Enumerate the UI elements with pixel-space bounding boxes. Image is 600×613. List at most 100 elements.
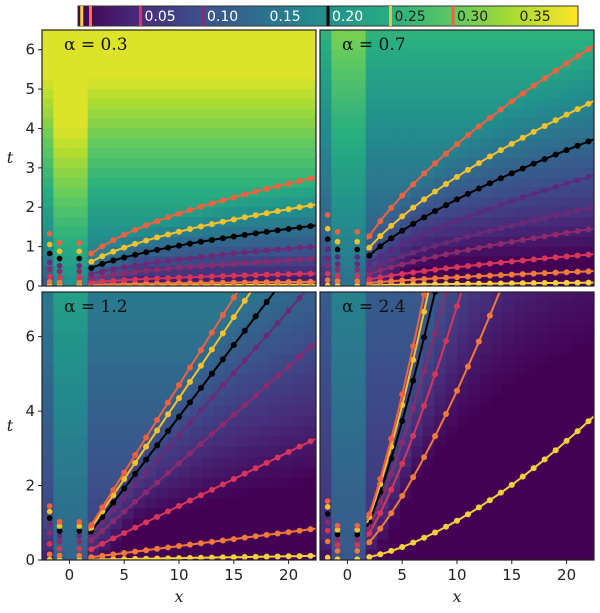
heatmap-cell [559, 236, 572, 248]
heatmap-cell [434, 518, 447, 530]
heatmap-cell [236, 374, 249, 386]
heatmap-cell [133, 353, 146, 365]
heatmap-cell [457, 207, 470, 218]
level-point [410, 539, 417, 546]
heatmap-cell [293, 343, 306, 355]
heatmap-cell [236, 333, 249, 345]
heatmap-cell [525, 118, 538, 130]
heatmap-cell [491, 98, 504, 110]
level-point [99, 253, 106, 260]
heatmap-cell [548, 343, 561, 355]
heatmap-cell [190, 158, 203, 169]
level-point [165, 265, 172, 272]
heatmap-cell [201, 197, 214, 208]
heatmap-cell [422, 167, 435, 179]
heatmap-cell [281, 246, 294, 258]
heatmap-cell [422, 508, 435, 520]
heatmap-cell [457, 98, 470, 110]
heatmap-cell [548, 187, 561, 198]
heatmap-cell [354, 364, 367, 376]
heatmap-cell [110, 108, 123, 120]
level-point [165, 444, 172, 451]
level-point [154, 442, 161, 449]
heatmap-cell [388, 312, 401, 324]
x-tick-label: 15 [224, 566, 243, 584]
heatmap-cell [281, 426, 294, 437]
level-point [475, 338, 482, 345]
heatmap-cell [144, 477, 157, 489]
heatmap-cell [76, 49, 89, 61]
level-point [56, 528, 63, 534]
heatmap-cell [190, 374, 203, 386]
heatmap-cell [53, 128, 66, 139]
level-point [399, 460, 406, 467]
heatmap-cell [320, 158, 333, 169]
heatmap-cell [99, 353, 112, 365]
heatmap-cell [144, 30, 157, 41]
heatmap-cell [110, 384, 123, 396]
heatmap-cell [110, 226, 123, 238]
level-point [252, 212, 259, 219]
level-point [354, 282, 361, 286]
level-point [519, 237, 526, 244]
heatmap-cell [320, 197, 333, 208]
heatmap-cell [270, 333, 283, 345]
heatmap-cell [258, 539, 271, 551]
heatmap-cell [422, 446, 435, 458]
heatmap-cell [224, 333, 237, 345]
heatmap-cell [247, 118, 260, 130]
heatmap-cell [514, 108, 527, 120]
heatmap-cell [64, 312, 77, 324]
heatmap-cell [365, 236, 378, 248]
heatmap-cell [236, 197, 249, 208]
heatmap-cell [42, 333, 55, 345]
level-point [154, 275, 161, 282]
heatmap-cell [247, 446, 260, 458]
heatmap-cell [445, 246, 458, 258]
level-point [143, 222, 150, 229]
heatmap-cell [548, 246, 561, 258]
heatmap-cell [236, 226, 249, 238]
heatmap-cell [258, 177, 271, 189]
heatmap-cell [502, 148, 515, 159]
heatmap-cell [582, 456, 594, 468]
heatmap-cell [144, 498, 157, 510]
level-point [186, 274, 193, 281]
heatmap-cell [213, 467, 226, 479]
heatmap-cell [144, 353, 157, 365]
heatmap-cell [133, 436, 146, 448]
heatmap-cell [76, 226, 89, 238]
level-point [574, 177, 581, 184]
heatmap-cell [281, 217, 294, 228]
heatmap-cell [525, 446, 538, 458]
heatmap-cell [365, 167, 378, 179]
level-point [552, 212, 559, 219]
heatmap-cell [87, 128, 100, 139]
heatmap-cell [479, 384, 492, 396]
heatmap-cell [99, 436, 112, 448]
heatmap-cell [76, 69, 89, 80]
heatmap-cell [388, 89, 401, 100]
level-point [530, 465, 537, 472]
heatmap-cell [42, 446, 55, 458]
level-point [454, 517, 460, 524]
heatmap-cell [121, 89, 134, 100]
heatmap-cell [87, 49, 100, 61]
heatmap-cell [365, 467, 378, 479]
level-point [285, 206, 292, 213]
heatmap-cell [42, 217, 55, 228]
heatmap-cell [502, 226, 515, 238]
heatmap-cell [457, 312, 470, 324]
level-point [197, 254, 204, 261]
heatmap-cell [281, 374, 294, 386]
level-point [132, 240, 139, 247]
heatmap-cell [457, 276, 470, 286]
heatmap-cell [213, 518, 226, 530]
heatmap-cell [536, 529, 549, 540]
level-point [88, 279, 95, 286]
heatmap-cell [571, 79, 584, 90]
level-point [241, 279, 248, 286]
heatmap-cell [99, 446, 112, 458]
level-point [121, 485, 128, 492]
heatmap-cell [411, 343, 424, 355]
